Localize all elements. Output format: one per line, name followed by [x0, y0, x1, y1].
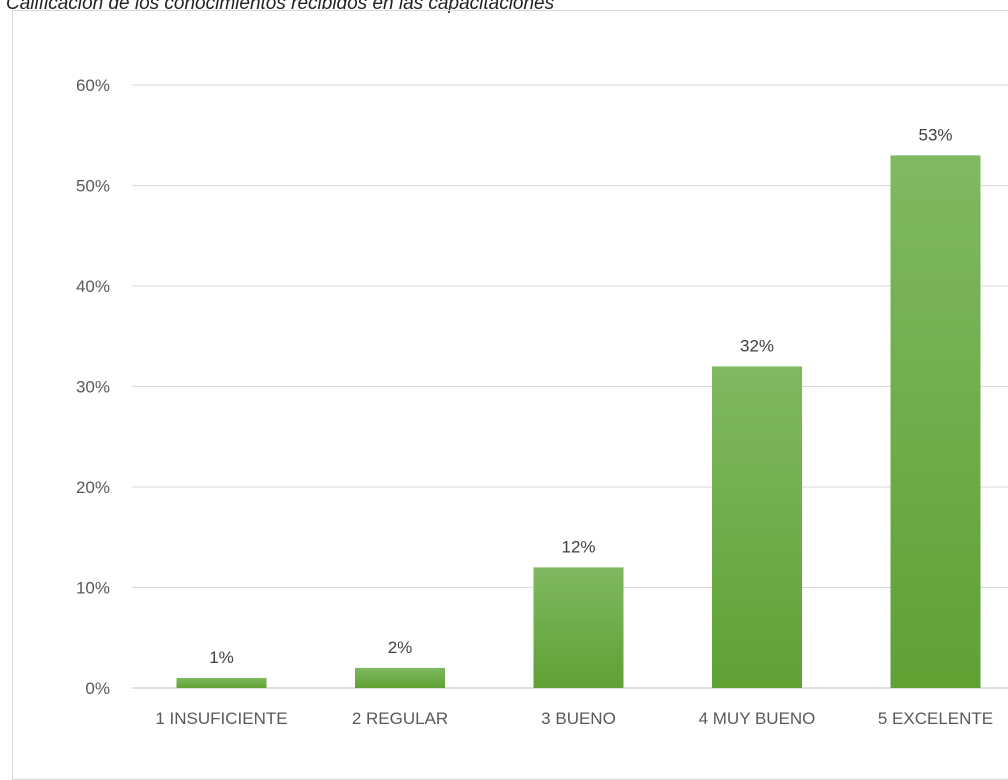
y-tick-label: 20%	[76, 478, 110, 497]
y-tick-label: 40%	[76, 277, 110, 296]
data-label: 2%	[388, 638, 413, 657]
y-tick-label: 50%	[76, 177, 110, 196]
y-tick-label: 60%	[76, 76, 110, 95]
bar	[712, 366, 802, 688]
y-tick-label: 10%	[76, 579, 110, 598]
x-axis: 1 INSUFICIENTE 2 REGULAR 3 BUENO 4 MUY BUEN…	[155, 709, 993, 728]
data-label: 32%	[740, 336, 774, 355]
x-tick-label: 4 MUY BUENO	[699, 709, 816, 728]
y-axis: 0% 10% 20% 30% 40% 50% 60%	[76, 76, 110, 698]
bar	[533, 567, 624, 688]
x-tick-label: 3 BUENO	[541, 709, 616, 728]
x-tick-label: 2 REGULAR	[352, 709, 448, 728]
data-label: 1%	[209, 648, 234, 667]
data-label: 53%	[918, 125, 952, 144]
x-tick-label: 5 EXCELENTE	[878, 709, 993, 728]
y-tick-label: 0%	[85, 679, 110, 698]
bar	[355, 667, 445, 688]
y-tick-label: 30%	[76, 378, 110, 397]
bars	[176, 155, 981, 689]
bar	[890, 155, 981, 689]
x-tick-label: 1 INSUFICIENTE	[155, 709, 287, 728]
data-label: 12%	[561, 537, 595, 556]
data-labels: 1% 2% 12% 32% 53%	[209, 125, 952, 667]
bar	[176, 677, 267, 688]
